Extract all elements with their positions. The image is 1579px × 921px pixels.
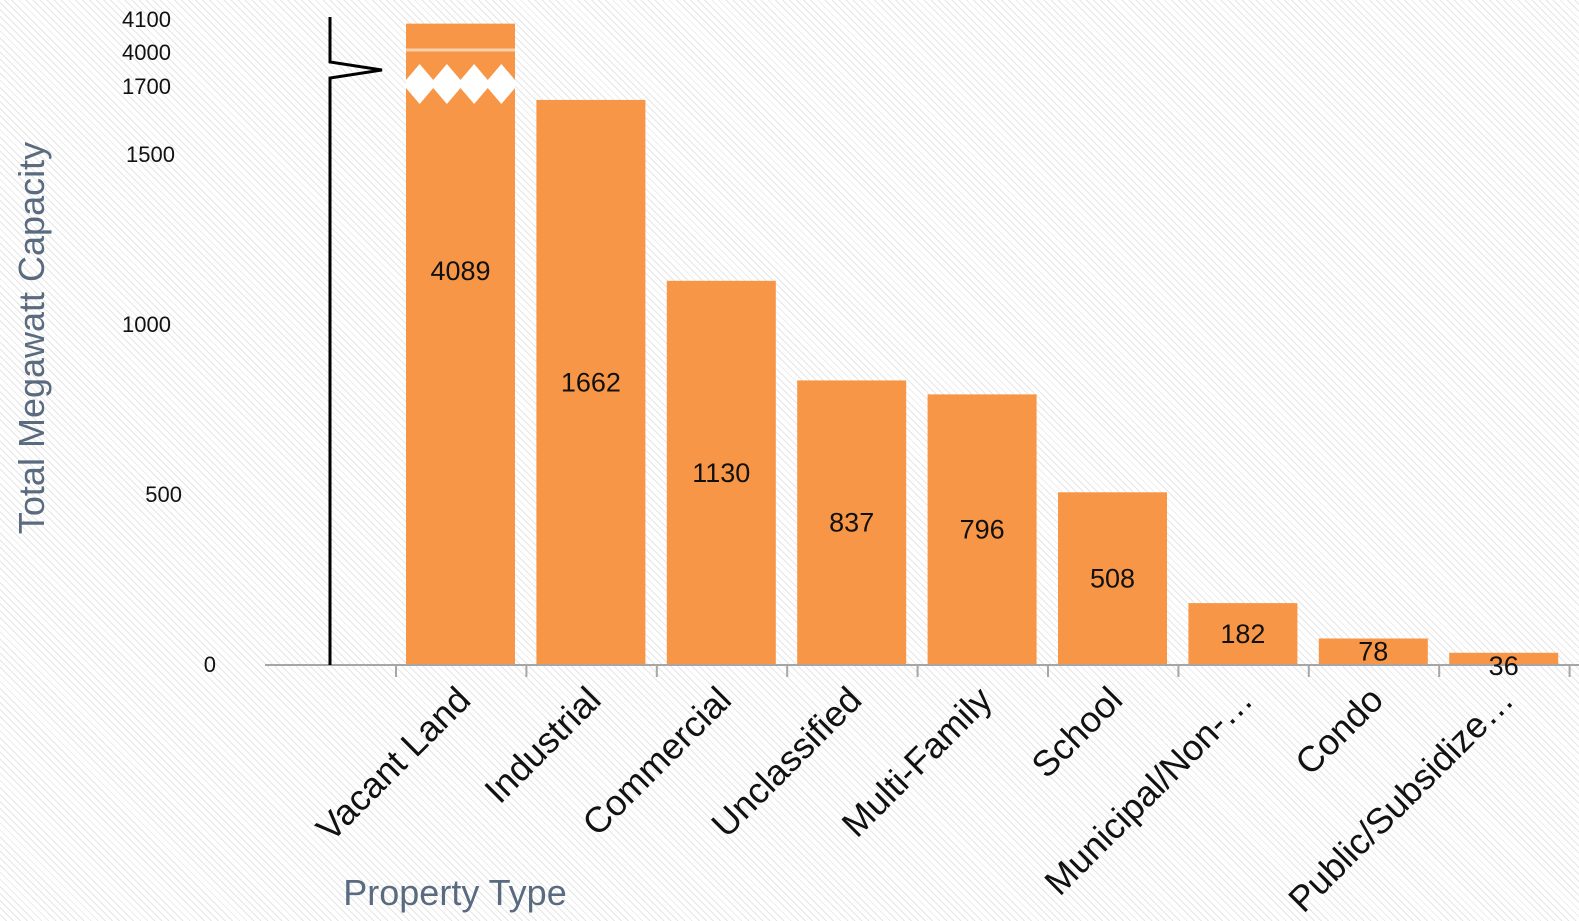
y-axis: 0 500 1000 1500 1700 4000 4100 — [122, 7, 383, 677]
y-tick-label: 500 — [145, 482, 182, 507]
data-label-8: 78 — [1358, 636, 1388, 666]
data-label-9: 36 — [1489, 651, 1519, 681]
x-axis — [265, 664, 1579, 677]
bars-group — [406, 23, 1559, 666]
category-label-1: Vacant Land — [308, 679, 478, 849]
data-labels-group: 4089 1662 1130 837 796 508 182 78 36 — [430, 256, 1518, 681]
data-label-5: 796 — [960, 515, 1005, 545]
x-axis-title: Property Type — [343, 872, 566, 913]
data-label-4: 837 — [829, 508, 874, 538]
data-label-7: 182 — [1220, 619, 1265, 649]
bar-1 — [406, 23, 515, 665]
y-tick-label: 4000 — [122, 40, 171, 65]
bar-9 — [1449, 652, 1559, 665]
y-tick-label: 1000 — [122, 312, 171, 337]
category-label-6: School — [1023, 679, 1130, 786]
category-label-9: Public/Subsidize… — [1280, 679, 1521, 920]
category-label-2: Industrial — [476, 679, 608, 811]
y-tick-label: 1500 — [126, 142, 175, 167]
bar-break-gap — [406, 64, 515, 104]
bar-6 — [1058, 492, 1167, 665]
bar-7 — [1188, 603, 1298, 665]
y-tick-label: 1700 — [122, 74, 171, 99]
category-label-8: Condo — [1287, 679, 1391, 783]
bar-5 — [927, 394, 1037, 665]
bar-8 — [1318, 638, 1428, 665]
y-tick-label: 4100 — [122, 7, 171, 32]
y-tick-label: 0 — [204, 652, 216, 677]
y-axis-title: Total Megawatt Capacity — [11, 142, 52, 534]
bar-2 — [536, 99, 646, 666]
bar-3 — [666, 280, 776, 665]
data-label-1: 4089 — [430, 256, 490, 286]
bar-4 — [797, 380, 907, 665]
data-label-2: 1662 — [561, 367, 621, 397]
data-label-6: 508 — [1090, 564, 1135, 594]
data-label-3: 1130 — [692, 458, 750, 488]
y-axis-break-marker — [328, 17, 383, 665]
